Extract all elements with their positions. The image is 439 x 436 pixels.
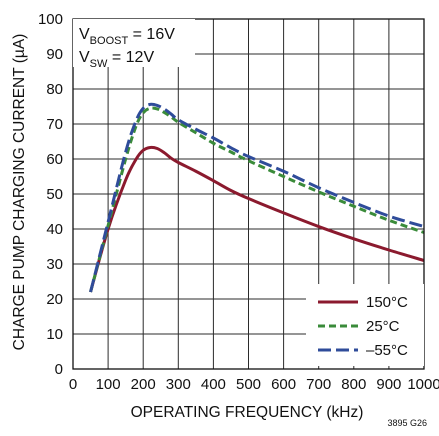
x-tick-label: 600: [271, 376, 296, 393]
y-tick-label: 80: [46, 81, 63, 98]
y-tick-label: 50: [46, 186, 63, 203]
y-tick-label: 70: [46, 116, 63, 133]
x-tick-label: 400: [201, 376, 226, 393]
y-tick-label: 60: [46, 151, 63, 168]
series-line-1: [89, 106, 425, 293]
y-tick-label: 20: [46, 291, 63, 308]
conditions-background: [73, 19, 195, 67]
series-lines: [89, 102, 425, 293]
x-axis-title: OPERATING FREQUENCY (kHz): [131, 404, 364, 421]
series-line-2: [89, 102, 425, 293]
x-tick-label: 200: [131, 376, 156, 393]
legend: 150°C 25°C –55°C: [306, 284, 424, 366]
y-tick-label: 90: [46, 46, 63, 63]
conditions-box: VBOOST = 16V VSW = 12V: [73, 19, 195, 70]
plot-frame: [72, 18, 425, 370]
figure-id: 3895 G26: [387, 418, 427, 428]
condition-vsw: VSW = 12V: [79, 49, 154, 70]
x-tick-label: 100: [96, 376, 121, 393]
x-tick-label: 800: [341, 376, 366, 393]
legend-label: 150°C: [366, 294, 408, 311]
axes: [72, 18, 425, 370]
y-tick-label: 0: [55, 361, 63, 378]
series-line-0: [89, 145, 425, 293]
x-tick-label: 0: [69, 376, 77, 393]
condition-vboost: VBOOST = 16V: [79, 26, 175, 47]
y-tick-label: 10: [46, 326, 63, 343]
x-tick-label: 1000: [407, 376, 439, 393]
legend-background: [306, 284, 424, 366]
grid: [73, 19, 424, 369]
legend-label: 25°C: [366, 318, 400, 335]
x-tick-label: 500: [236, 376, 261, 393]
x-tick-label: 300: [166, 376, 191, 393]
y-tick-label: 40: [46, 221, 63, 238]
x-tick-label: 900: [376, 376, 401, 393]
y-axis-title: CHARGE PUMP CHARGING CURRENT (µA): [11, 34, 28, 351]
legend-label: –55°C: [366, 342, 408, 359]
y-tick-label: 30: [46, 256, 63, 273]
tick-labels: 0 100 200 300 400 500 600 700 800 900 1000 0 10 20 30 4…: [38, 11, 439, 393]
y-tick-label: 100: [38, 11, 63, 28]
x-tick-label: 700: [306, 376, 331, 393]
